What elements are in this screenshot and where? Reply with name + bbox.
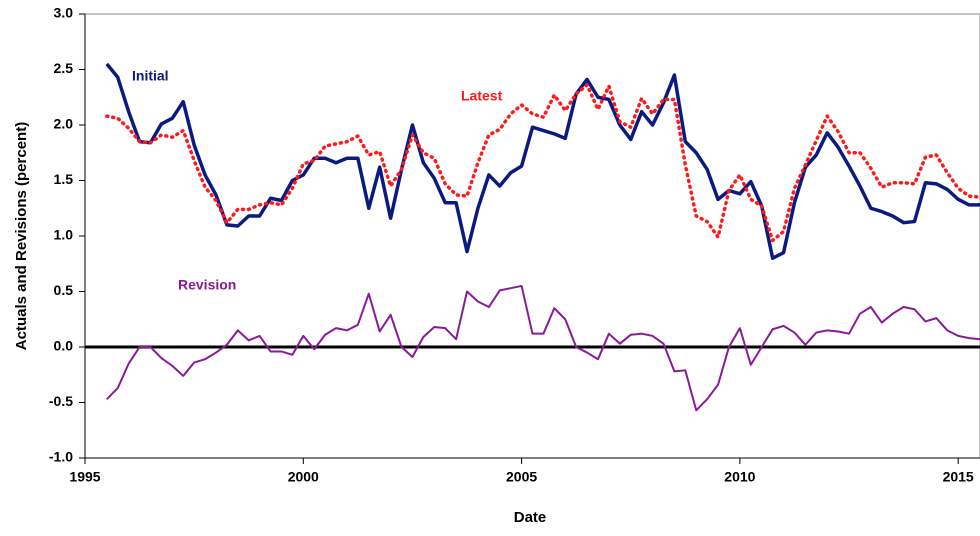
x-tick-label: 2000	[288, 469, 319, 485]
x-axis-title: Date	[514, 509, 547, 526]
series-line	[105, 62, 980, 260]
y-tick-label: 2.5	[54, 60, 74, 76]
y-tick-label: 3.0	[54, 5, 74, 21]
x-tick-label: 1995	[69, 469, 100, 485]
x-tick-label: 2015	[943, 469, 974, 485]
series-line	[105, 83, 980, 243]
y-tick-label: 2.0	[54, 116, 74, 132]
series-label: Revision	[178, 277, 236, 293]
series-label: Latest	[461, 88, 503, 104]
y-tick-label: 0.0	[54, 338, 74, 354]
plot-area	[84, 13, 980, 459]
x-tick-label: 2005	[506, 469, 537, 485]
x-tick-label: 2010	[724, 469, 755, 485]
y-axis-title: Actuals and Revisions (percent)	[13, 122, 30, 350]
series-label: Initial	[132, 68, 169, 84]
y-tick-label: -0.5	[49, 393, 73, 409]
y-tick-label: -1.0	[49, 449, 73, 465]
y-tick-label: 1.5	[54, 171, 74, 187]
series-line	[106, 284, 980, 412]
y-tick-label: 0.5	[54, 282, 74, 298]
y-tick-label: 1.0	[54, 227, 74, 243]
